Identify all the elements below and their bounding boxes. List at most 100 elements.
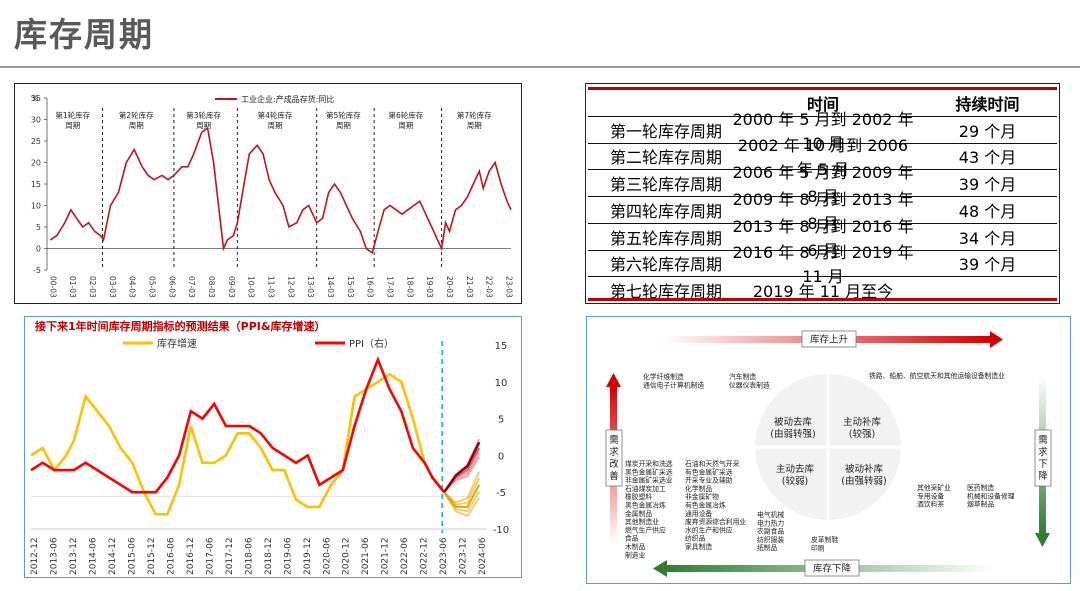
table-top-rule: [588, 87, 1057, 90]
industry-br-col2: 烟草制品: [967, 500, 994, 509]
series-line-inventory-yoy: [49, 126, 512, 255]
x-tick-label: 2024-06: [478, 537, 488, 575]
y-tick-label-right: 15: [495, 341, 508, 352]
x-tick-label: 11-03: [266, 276, 275, 298]
x-tick-label: 2020-12: [342, 537, 352, 575]
x-tick-label: 20-03: [445, 276, 454, 298]
quadrant-passive-destock: (由弱转强): [770, 428, 815, 440]
x-tick-label: 2020-06: [322, 537, 332, 575]
x-tick-label: 07-03: [187, 276, 196, 298]
x-tick-label: 16-03: [366, 276, 375, 298]
x-tick-label: 2021-06: [361, 537, 371, 575]
quadrant-active-destock: 主动去库: [776, 463, 815, 475]
industry-bl-col2: 非金属矿物: [685, 492, 719, 501]
table-row: 第三轮库存周期 2006 年 5 月到 2009 年 8 月 39 个月: [588, 163, 1057, 206]
x-tick-label: 2017-06: [205, 537, 215, 575]
table-cell: 第三轮库存周期: [610, 175, 723, 195]
y-tick-label: 35: [31, 94, 41, 103]
label-demand-improve-char: 需: [609, 435, 619, 446]
x-tick-label: 10-03: [247, 276, 256, 298]
cycle-label: 第4轮库存: [258, 110, 293, 120]
x-tick-label: 09-03: [227, 276, 236, 298]
x-tick-label: 2015-06: [127, 537, 137, 575]
y-tick-label: 25: [31, 137, 41, 146]
table-row: 第五轮库存周期 2013 年 8 月到 2016 年 6 月 34 个月: [588, 217, 1057, 260]
industry-tl: 汽车制造: [729, 372, 756, 381]
cycle-label: 第3轮库存: [186, 110, 221, 120]
forecast-line-inventory: [443, 471, 481, 504]
x-tick-label: 22-03: [485, 276, 494, 298]
label-demand-decline-char: 需: [1038, 435, 1048, 446]
y-tick-label: 5: [36, 223, 41, 232]
table-header-cell: 持续时间: [955, 95, 1020, 114]
industry-bl-col2: 家具制造: [685, 542, 712, 551]
x-tick-label: 2014-12: [108, 537, 118, 575]
quadrant-diagram: 库存上升 库存下降 需求改善 需求下降 被动去库 (由弱转强) 主动补库 (较强) 主动去库 (较…: [586, 316, 1071, 584]
quadrant-active-restock: (较强): [849, 428, 875, 440]
y-tick-label: 0: [36, 245, 41, 254]
series-line-ppi: [30, 356, 446, 494]
table-cell: 48 个月: [958, 201, 1017, 221]
y-tick-label: 30: [31, 116, 41, 125]
x-tick-label: 2014-06: [88, 537, 98, 575]
legend-label-inventory: 库存增速: [157, 337, 197, 350]
label-inventory-up-box: [801, 330, 857, 348]
industry-tl: 通信电子计算机制造: [643, 380, 704, 389]
arrow-top-head: [990, 331, 1003, 348]
quadrant-active-restock: 主动补库: [843, 416, 882, 428]
cycle-label-suffix: 周期: [336, 121, 351, 130]
table-cell: 2013 年 8 月到 2016 年 6 月: [732, 216, 914, 260]
industry-bl-col2: 化学制品: [685, 484, 712, 493]
x-tick-label: 2023-12: [459, 537, 469, 575]
x-tick-label: 19-03: [425, 276, 434, 298]
industry-bl-col2: 石油和天然气开采: [685, 459, 740, 468]
table-row: 第四轮库存周期 2009 年 8 月到 2013 年 8 月 48 个月: [588, 190, 1057, 233]
y-tick-label: 10: [31, 202, 41, 211]
x-tick-label: 06-03: [167, 276, 176, 298]
y-tick-label-right: 5: [498, 415, 504, 426]
table-cell: 39 个月: [958, 255, 1017, 275]
industry-bl-col1: 木制品: [625, 542, 646, 551]
x-tick-label: 04-03: [128, 276, 137, 298]
table-header-row: 时间 持续时间: [588, 90, 1057, 117]
x-tick-label: 2013-06: [49, 537, 59, 575]
industry-br-col2: 机械和设备修理: [967, 491, 1015, 500]
y-tick-label-right: -5: [496, 488, 506, 499]
cycle-label-suffix: 周期: [129, 121, 144, 130]
industry-br-col1: 专用设备: [917, 491, 944, 500]
x-tick-label: 2018-06: [244, 537, 254, 575]
title-divider: [0, 66, 1080, 68]
y-tick-label: -5: [33, 266, 41, 275]
table-cell: 第六轮库存周期: [610, 255, 723, 275]
industry-tr: 铁路、船舶、航空航天和其他运输设备制造业: [869, 371, 1005, 380]
x-tick-label: 2023-06: [439, 537, 449, 575]
x-tick-label: 2013-12: [69, 537, 79, 575]
label-demand-decline-box: [1034, 429, 1052, 487]
x-tick-label: 12-03: [286, 276, 295, 298]
table-row: 第二轮库存周期 2002 年 10 月到 2006 年 5 月 43 个月: [588, 136, 1057, 179]
table-cell: 43 个月: [958, 148, 1017, 168]
table-cell: 29 个月: [958, 121, 1017, 141]
quadrant-active-destock: (较弱): [782, 475, 808, 487]
table-cell: 34 个月: [958, 228, 1017, 248]
y-tick-label-right: 10: [495, 378, 508, 389]
x-tick-label: 2015-12: [147, 537, 157, 575]
industry-bl-col2: 有色金属冶炼: [685, 501, 726, 510]
cycle-label: 第6轮库存: [388, 110, 423, 120]
industry-tl: 仪器仪表制造: [729, 380, 770, 389]
x-tick-label: 2017-12: [225, 537, 235, 575]
cycle-label: 第1轮库存: [55, 110, 90, 120]
y-tick-label-right: -10: [493, 525, 509, 536]
table-cell: 第四轮库存周期: [610, 201, 723, 221]
x-tick-label: 2016-12: [186, 537, 196, 575]
forecast-chart: 接下来1年时间库存周期指标的预测结果（PPI&库存增速） 库存增速 PPI（右） 15…: [24, 316, 522, 578]
label-demand-decline-char: 下: [1038, 459, 1048, 470]
label-inventory-down-box: [804, 559, 860, 577]
table-cell: 2002 年 10 月到 2006 年 5 月: [737, 136, 909, 180]
label-demand-improve-char: 善: [609, 470, 619, 482]
industry-bl-col4: 皮革制鞋: [811, 535, 838, 544]
legend-label-ppi: PPI（右）: [349, 337, 394, 350]
label-demand-decline-char: 求: [1038, 446, 1048, 458]
label-demand-improve-box: [605, 429, 623, 487]
